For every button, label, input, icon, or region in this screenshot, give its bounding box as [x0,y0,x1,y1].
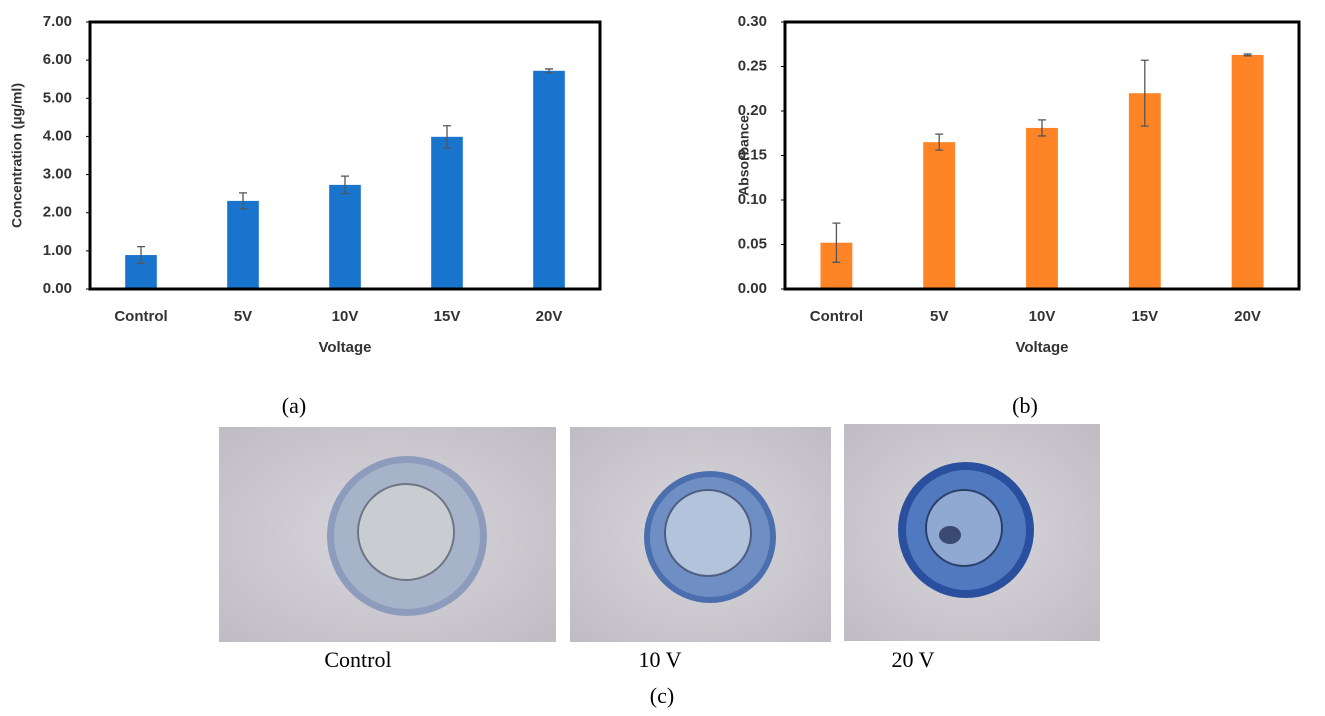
y-tick-label: 7.00 [43,13,72,30]
disc [665,490,751,576]
photo [219,427,556,642]
x-tick-label: 15V [434,308,461,325]
y-tick-label: 6.00 [43,51,72,68]
photo-caption: 10 V [639,647,682,672]
y-tick-label: 0.00 [43,280,72,297]
x-tick-label: 20V [1234,308,1261,325]
y-tick-label: 5.00 [43,89,72,106]
x-tick-label: 5V [234,308,252,325]
bar [533,71,565,289]
x-tick-label: Control [114,308,167,325]
photo [570,427,831,642]
x-axis-title: Voltage [1015,339,1068,356]
panel-label: (c) [650,683,674,708]
x-tick-label: 10V [1029,308,1056,325]
disc [926,490,1002,566]
bar [1026,128,1058,289]
panel-label: (a) [282,393,306,418]
x-tick-label: 10V [332,308,359,325]
bar [329,185,361,289]
bar [227,201,259,289]
x-tick-label: Control [810,308,863,325]
photo-caption: 20 V [892,647,935,672]
bar [431,137,463,289]
x-tick-label: 5V [930,308,948,325]
y-tick-label: 0.00 [738,280,767,297]
bar [923,142,955,289]
x-tick-label: 15V [1131,308,1158,325]
y-tick-label: 0.05 [738,235,767,252]
photo-caption: Control [324,647,391,672]
y-tick-label: 0.25 [738,57,767,74]
x-axis-title: Voltage [318,339,371,356]
y-tick-label: 4.00 [43,127,72,144]
bar [1232,55,1264,289]
y-tick-label: 2.00 [43,204,72,221]
y-axis-title: Absorbance [736,115,752,196]
disc [358,484,454,580]
photo [844,424,1100,641]
x-tick-label: 20V [536,308,563,325]
stain [939,526,961,544]
y-tick-label: 3.00 [43,166,72,183]
y-tick-label: 0.30 [738,13,767,30]
y-tick-label: 1.00 [43,242,72,259]
figure: (a) (b) (c) Control 10 V 20 V 0.00 1.00 2.… [0,0,1325,716]
panel-label: (b) [1012,393,1038,418]
y-axis-title: Concentration (µg/ml) [9,83,25,228]
